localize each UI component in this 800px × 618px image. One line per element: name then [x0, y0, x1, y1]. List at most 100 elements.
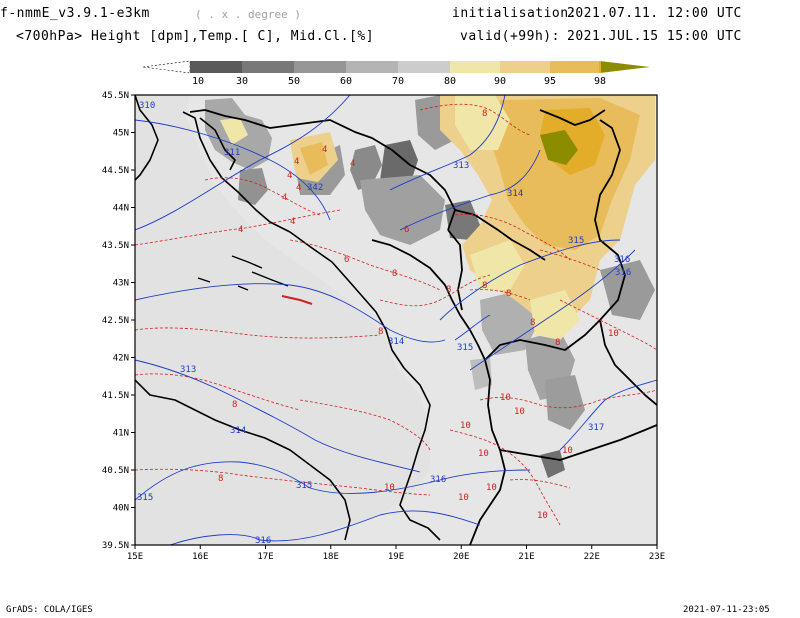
temp-label: 8	[378, 327, 383, 337]
footer-timestamp: 2021-07-11-23:05	[683, 605, 770, 615]
lon-tick-label: 18E	[323, 552, 339, 562]
height-label: 317	[588, 423, 604, 433]
init-label: initialisation:	[452, 6, 577, 21]
temp-label: 8	[530, 318, 535, 328]
temp-label: 6	[404, 225, 409, 235]
lon-tick-label: 17E	[257, 552, 273, 562]
lat-tick-label: 43N	[113, 279, 129, 289]
colorbar-low-arrow	[142, 60, 191, 74]
colorbar-segment	[294, 61, 346, 73]
colorbar-segment	[500, 61, 550, 73]
temp-label: 8	[555, 338, 560, 348]
temp-label: 8	[482, 109, 487, 119]
colorbar-segment	[242, 61, 294, 73]
lat-tick-label: 44.5N	[102, 166, 129, 176]
colorbar-tick: 95	[544, 76, 556, 87]
temp-label: 10	[486, 483, 497, 493]
colorbar-high-arrow	[600, 61, 650, 73]
lat-tick-label: 45.5N	[102, 91, 129, 101]
lat-tick-label: 39.5N	[102, 541, 129, 551]
temp-label: 10	[384, 483, 395, 493]
cloud-cover-yellow	[220, 95, 655, 340]
temp-label: 4	[294, 157, 299, 167]
colorbar-tick: 50	[288, 76, 300, 87]
temp-label: 8	[446, 285, 451, 295]
temp-label: 4	[287, 171, 292, 181]
height-label: 314	[230, 426, 246, 436]
model-title: f-nmmE_v3.9.1-e3km	[0, 6, 150, 21]
temp-label: 8	[392, 269, 397, 279]
units-hint: ( . x . degree )	[195, 8, 301, 21]
map-subtitle: <700hPa> Height [dpm],Temp.[ C], Mid.Cl.…	[16, 29, 375, 44]
temp-label: 10	[514, 407, 525, 417]
lat-tick-label: 44N	[113, 204, 129, 214]
map-panel: 310 311 313 314 315 316 313 314 315 316 …	[135, 95, 657, 546]
colorbar-segment	[550, 61, 600, 73]
lon-tick-label: 22E	[584, 552, 600, 562]
height-label: 315	[137, 493, 153, 503]
temp-label: 6	[344, 255, 349, 265]
colorbar-segment	[398, 61, 450, 73]
height-label: 316	[614, 255, 630, 265]
height-label: 310	[139, 101, 155, 111]
lon-tick-label: 23E	[649, 552, 665, 562]
colorbar-tick: 10	[192, 76, 204, 87]
height-label: 313	[180, 365, 196, 375]
colorbar-tick: 90	[494, 76, 506, 87]
lon-axis: 15E 16E 17E 18E 19E 20E 21E 22E 23E	[127, 545, 665, 562]
valid-label: valid(+99h):	[460, 29, 560, 44]
temp-label: 4	[350, 159, 355, 169]
temp-labels: 4 4 4 4 4 4 4 4 6 6 8 8 8 8 8 8 8 8 8 8 …	[218, 109, 619, 521]
temp-label: 4	[322, 145, 327, 155]
lat-tick-label: 45N	[113, 129, 129, 139]
lat-axis: 45.5N 45N 44.5N 44N 43.5N 43N 42.5N 42N 41.5N 41N…	[102, 91, 135, 551]
height-label: 342	[307, 183, 323, 193]
valid-value: 2021.JUL.15 15:00 UTC	[567, 29, 742, 44]
lat-tick-label: 43.5N	[102, 241, 129, 251]
temp-label: 10	[458, 493, 469, 503]
coastlines	[135, 95, 441, 541]
colorbar-tick: 70	[392, 76, 404, 87]
lon-tick-label: 20E	[453, 552, 469, 562]
height-label: 314	[507, 189, 523, 199]
temp-label: 4	[296, 183, 301, 193]
height-label: 316	[615, 268, 631, 278]
lat-tick-label: 40.5N	[102, 466, 129, 476]
national-borders	[189, 109, 657, 545]
lat-tick-label: 40N	[113, 504, 129, 514]
colorbar-segment	[450, 61, 500, 73]
lon-tick-label: 21E	[518, 552, 534, 562]
temp-label: 10	[608, 329, 619, 339]
sea-area	[135, 95, 430, 545]
temperature-contours	[135, 103, 657, 526]
height-label: 315	[568, 236, 584, 246]
lon-tick-label: 19E	[388, 552, 404, 562]
colorbar-tick: 60	[340, 76, 352, 87]
temp-label: 10	[562, 446, 573, 456]
height-label: 315	[457, 343, 473, 353]
lat-tick-label: 41N	[113, 429, 129, 439]
colorbar: 10 30 50 60 70 80 90 95 98	[142, 60, 650, 87]
colorbar-segment	[190, 61, 242, 73]
footer-credit: GrADS: COLA/IGES	[6, 605, 93, 615]
temp-label: 10	[537, 511, 548, 521]
temp-label: 4	[290, 217, 295, 227]
temp-label: 10	[500, 393, 511, 403]
temp-label: 4	[238, 225, 243, 235]
temp-label: 10	[478, 449, 489, 459]
colorbar-tick: 98	[594, 76, 606, 87]
colorbar-segment	[346, 61, 398, 73]
colorbar-tick: 30	[236, 76, 248, 87]
temp-label: 8	[506, 289, 511, 299]
temp-label: 8	[218, 474, 223, 484]
temp-label: 8	[232, 400, 237, 410]
height-label: 316	[430, 475, 446, 485]
temp-label: 4	[282, 193, 287, 203]
lat-tick-label: 42N	[113, 354, 129, 364]
init-value: 2021.07.11. 12:00 UTC	[567, 6, 742, 21]
height-label: 314	[388, 337, 404, 347]
height-label: 313	[453, 161, 469, 171]
height-labels: 310 311 313 314 315 316 313 314 315 316 …	[137, 101, 631, 546]
height-label: 315	[296, 481, 312, 491]
height-label: 316	[255, 536, 271, 546]
